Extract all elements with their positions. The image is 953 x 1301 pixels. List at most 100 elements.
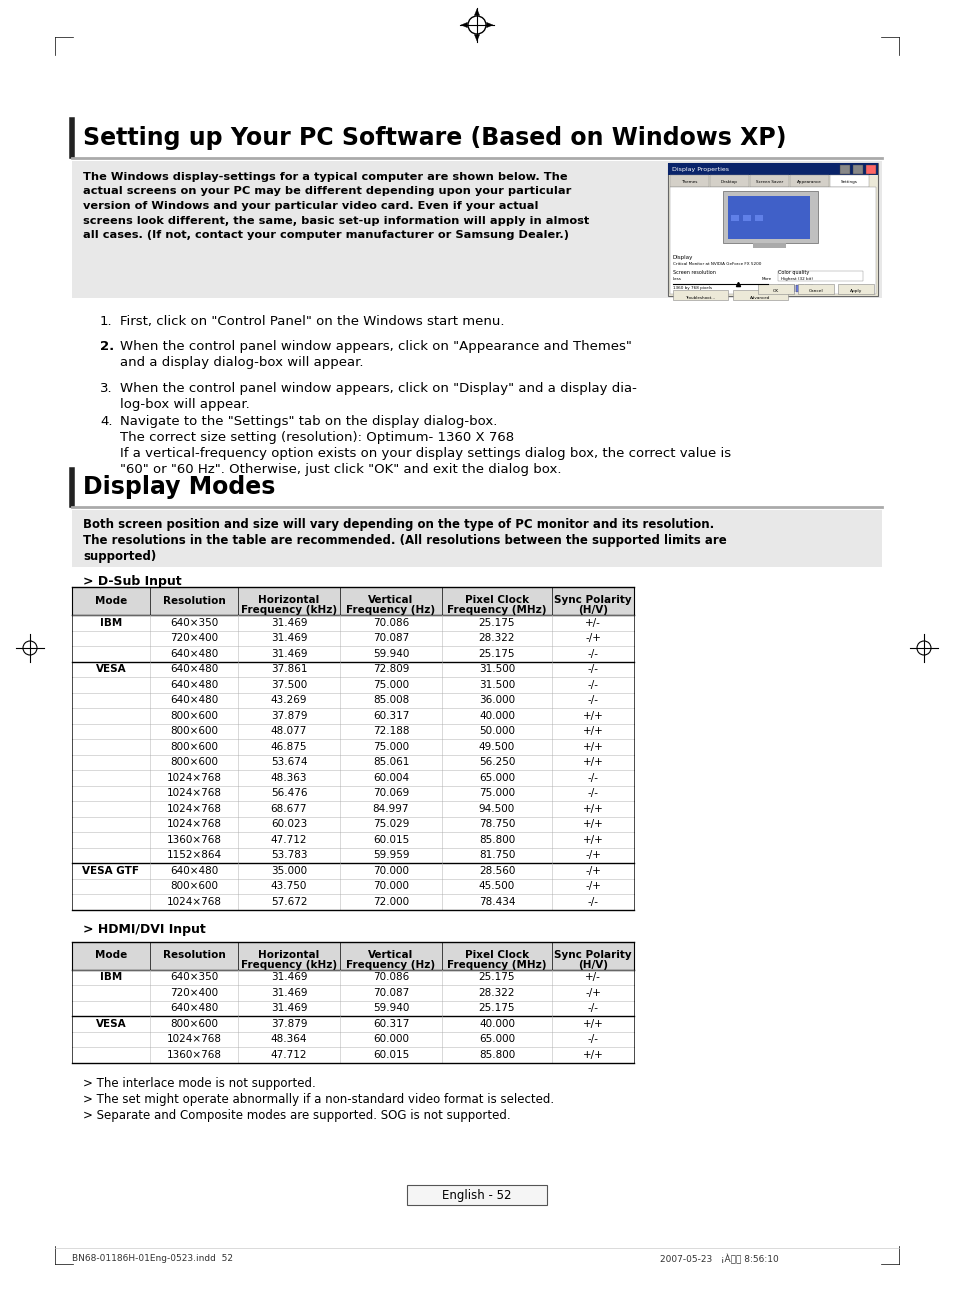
Text: 640×480: 640×480: [170, 679, 218, 690]
Text: all cases. (If not, contact your computer manufacturer or Samsung Dealer.): all cases. (If not, contact your compute…: [83, 230, 568, 239]
Text: The correct size setting (resolution): Optimum- 1360 X 768: The correct size setting (resolution): O…: [120, 431, 514, 444]
Polygon shape: [460, 22, 467, 27]
Text: 31.469: 31.469: [271, 634, 307, 643]
Text: 720×400: 720×400: [170, 987, 218, 998]
Text: Display Properties: Display Properties: [671, 168, 728, 173]
Bar: [778, 271, 862, 281]
Text: 1.: 1.: [100, 315, 112, 328]
Bar: [71, 587, 634, 615]
Text: +/+: +/+: [582, 1019, 602, 1029]
Text: 60.000: 60.000: [373, 1034, 409, 1045]
Bar: [407, 1185, 546, 1205]
Text: 53.674: 53.674: [271, 757, 307, 768]
Text: Display Modes: Display Modes: [83, 475, 275, 500]
Text: Horizontal: Horizontal: [258, 950, 319, 960]
Text: 25.175: 25.175: [478, 972, 515, 982]
Text: and a display dialog-box will appear.: and a display dialog-box will appear.: [120, 356, 363, 369]
Text: 800×600: 800×600: [170, 881, 218, 891]
Text: 60.015: 60.015: [373, 835, 409, 844]
Text: Pixel Clock: Pixel Clock: [464, 595, 529, 605]
Text: > Separate and Composite modes are supported. SOG is not supported.: > Separate and Composite modes are suppo…: [83, 1108, 510, 1121]
Text: 72.809: 72.809: [373, 665, 409, 674]
Bar: [71, 161, 882, 298]
Text: 37.500: 37.500: [271, 679, 307, 690]
Text: Appearance: Appearance: [797, 180, 821, 183]
Bar: [667, 163, 877, 297]
Bar: [840, 165, 849, 174]
Text: 31.500: 31.500: [478, 679, 515, 690]
Text: 53.783: 53.783: [271, 851, 307, 860]
Text: 720×400: 720×400: [170, 634, 218, 643]
Text: -/-: -/-: [587, 679, 598, 690]
Text: -/+: -/+: [584, 987, 600, 998]
Text: 1024×768: 1024×768: [167, 788, 221, 799]
Polygon shape: [474, 9, 479, 16]
Text: BN68-01186H-01Eng-0523.indd  52: BN68-01186H-01Eng-0523.indd 52: [71, 1254, 233, 1263]
Text: 75.000: 75.000: [373, 742, 409, 752]
Text: 68.677: 68.677: [271, 804, 307, 813]
Text: 60.015: 60.015: [373, 1050, 409, 1060]
Text: 60.317: 60.317: [373, 1019, 409, 1029]
Text: (H/V): (H/V): [578, 960, 607, 969]
Text: Vertical: Vertical: [368, 595, 414, 605]
Text: 75.000: 75.000: [373, 679, 409, 690]
Text: 800×600: 800×600: [170, 726, 218, 736]
Text: 640×480: 640×480: [170, 695, 218, 705]
Text: -/-: -/-: [587, 773, 598, 783]
Text: 70.087: 70.087: [373, 987, 409, 998]
Text: 57.672: 57.672: [271, 896, 307, 907]
Text: 47.712: 47.712: [271, 835, 307, 844]
Text: -/-: -/-: [587, 788, 598, 799]
Text: Cancel: Cancel: [808, 289, 822, 293]
Text: 2.: 2.: [100, 340, 114, 353]
Text: VESA: VESA: [95, 665, 126, 674]
Text: Frequency (kHz): Frequency (kHz): [241, 960, 336, 969]
Text: 85.061: 85.061: [373, 757, 409, 768]
Text: Vertical: Vertical: [368, 950, 414, 960]
Text: Apply: Apply: [849, 289, 862, 293]
Text: 78.434: 78.434: [478, 896, 515, 907]
Text: 60.023: 60.023: [271, 820, 307, 829]
Text: 75.029: 75.029: [373, 820, 409, 829]
Text: 60.317: 60.317: [373, 710, 409, 721]
Text: Less: Less: [672, 277, 681, 281]
Text: 37.879: 37.879: [271, 1019, 307, 1029]
Text: 640×350: 640×350: [170, 618, 218, 628]
Text: > HDMI/DVI Input: > HDMI/DVI Input: [83, 924, 206, 937]
Text: 48.364: 48.364: [271, 1034, 307, 1045]
Text: 1360×768: 1360×768: [167, 1050, 221, 1060]
Text: 37.861: 37.861: [271, 665, 307, 674]
Text: +/-: +/-: [584, 972, 600, 982]
Text: Screen resolution: Screen resolution: [672, 271, 715, 275]
Text: 640×350: 640×350: [170, 972, 218, 982]
Text: If a vertical-frequency option exists on your display settings dialog box, the c: If a vertical-frequency option exists on…: [120, 448, 730, 461]
Text: 70.086: 70.086: [373, 618, 409, 628]
Bar: [778, 285, 785, 291]
Text: 1024×768: 1024×768: [167, 820, 221, 829]
Text: Mode: Mode: [94, 596, 127, 606]
Bar: [789, 176, 828, 187]
Text: 85.008: 85.008: [373, 695, 409, 705]
Text: Frequency (kHz): Frequency (kHz): [241, 605, 336, 615]
Text: 1024×768: 1024×768: [167, 804, 221, 813]
Bar: [797, 284, 833, 294]
Text: 1024×768: 1024×768: [167, 773, 221, 783]
Text: 1360×768: 1360×768: [167, 835, 221, 844]
Text: Screen Saver: Screen Saver: [755, 180, 782, 183]
Text: 59.940: 59.940: [373, 649, 409, 658]
Text: Setting up Your PC Software (Based on Windows XP): Setting up Your PC Software (Based on Wi…: [83, 126, 785, 150]
Bar: [71, 510, 882, 567]
Text: > The interlace mode is not supported.: > The interlace mode is not supported.: [83, 1076, 315, 1089]
Text: 28.322: 28.322: [478, 634, 515, 643]
Text: VESA GTF: VESA GTF: [82, 865, 139, 876]
Text: 1152×864: 1152×864: [166, 851, 221, 860]
Bar: [749, 176, 788, 187]
Text: 59.940: 59.940: [373, 1003, 409, 1013]
Text: +/+: +/+: [582, 742, 602, 752]
Text: 25.175: 25.175: [478, 1003, 515, 1013]
Text: 28.322: 28.322: [478, 987, 515, 998]
Bar: [669, 176, 708, 187]
Bar: [752, 243, 785, 248]
Text: -/-: -/-: [587, 1003, 598, 1013]
Text: Critical Monitor at NVIDIA GeForce FX 5200: Critical Monitor at NVIDIA GeForce FX 52…: [672, 262, 760, 265]
